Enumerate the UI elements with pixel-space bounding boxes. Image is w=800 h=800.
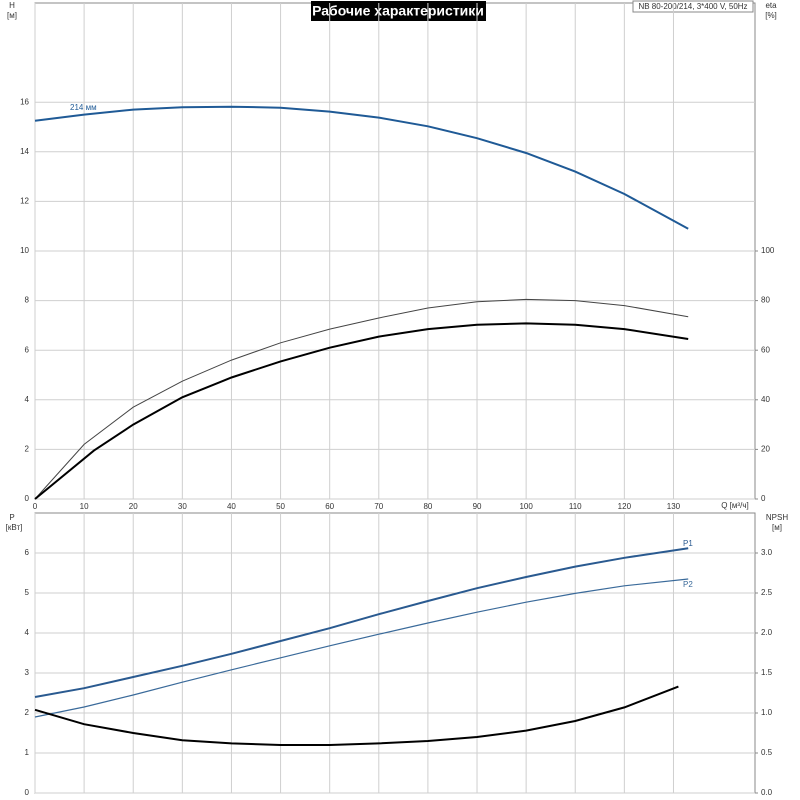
y2-axis-unit: [%] [765,11,777,20]
x-tick-label: 10 [80,502,89,511]
y-axis-label: P [9,513,14,522]
x-tick-label: 80 [423,502,432,511]
x-tick-label: 110 [569,502,582,511]
y-axis-unit: [м] [7,11,17,20]
y-tick-label: 5 [25,588,30,597]
y-axis-label: H [9,1,15,10]
y2-tick-label: 2.5 [761,588,773,597]
series-label: P2 [683,580,693,589]
y2-tick-label: 0 [761,494,766,503]
subtitle-box [632,0,754,13]
y-tick-label: 16 [20,97,29,106]
x-tick-label: 50 [276,502,285,511]
curve [34,685,679,746]
x-tick-label: 60 [325,502,334,511]
y-tick-label: 0 [25,788,30,797]
y2-tick-label: 40 [761,395,770,404]
y2-tick-label: 1.0 [761,708,773,717]
chart-title: Рабочие характеристики [312,3,484,19]
curve [34,298,689,500]
title-box [311,1,486,21]
y-tick-label: 6 [25,548,30,557]
y2-tick-label: 100 [761,246,775,255]
y2-axis-label: NPSH [766,513,788,522]
y2-tick-label: 20 [761,445,770,454]
y2-tick-label: 0.5 [761,748,773,757]
x-tick-label: 40 [227,502,236,511]
curve [34,105,689,230]
y-tick-label: 1 [25,748,30,757]
curve [34,322,689,500]
x-tick-label: 0 [33,502,38,511]
x-tick-label: 120 [618,502,632,511]
x-tick-label: 100 [519,502,533,511]
y-tick-label: 6 [25,345,30,354]
y2-tick-label: 3.0 [761,548,773,557]
x-axis-label: Q [м³/ч] [721,501,748,510]
y2-tick-label: 1.5 [761,668,773,677]
series-label: 214 мм [70,103,97,112]
y2-axis-label: eta [765,1,777,10]
x-tick-label: 130 [667,502,681,511]
x-tick-label: 20 [129,502,138,511]
series-label: P1 [683,539,693,548]
y-tick-label: 12 [20,197,29,206]
y-axis-unit: [кВт] [6,523,23,532]
x-tick-label: 30 [178,502,187,511]
y-tick-label: 2 [25,445,30,454]
y2-tick-label: 2.0 [761,628,773,637]
y-tick-label: 4 [25,628,30,637]
curve [34,578,689,718]
y-tick-label: 2 [25,708,30,717]
y-tick-label: 8 [25,296,30,305]
y-tick-label: 3 [25,668,30,677]
y2-tick-label: 0.0 [761,788,773,797]
y-tick-label: 4 [25,395,30,404]
y-tick-label: 14 [20,147,29,156]
chart-subtitle: NB 80-200/214, 3*400 V, 50Hz [638,2,747,11]
curve [34,547,689,698]
x-tick-label: 70 [374,502,383,511]
y2-axis-unit: [м] [772,523,782,532]
y2-tick-label: 80 [761,296,770,305]
y2-tick-label: 60 [761,345,770,354]
y-tick-label: 0 [25,494,30,503]
x-tick-label: 90 [473,502,482,511]
y-tick-label: 10 [20,246,29,255]
